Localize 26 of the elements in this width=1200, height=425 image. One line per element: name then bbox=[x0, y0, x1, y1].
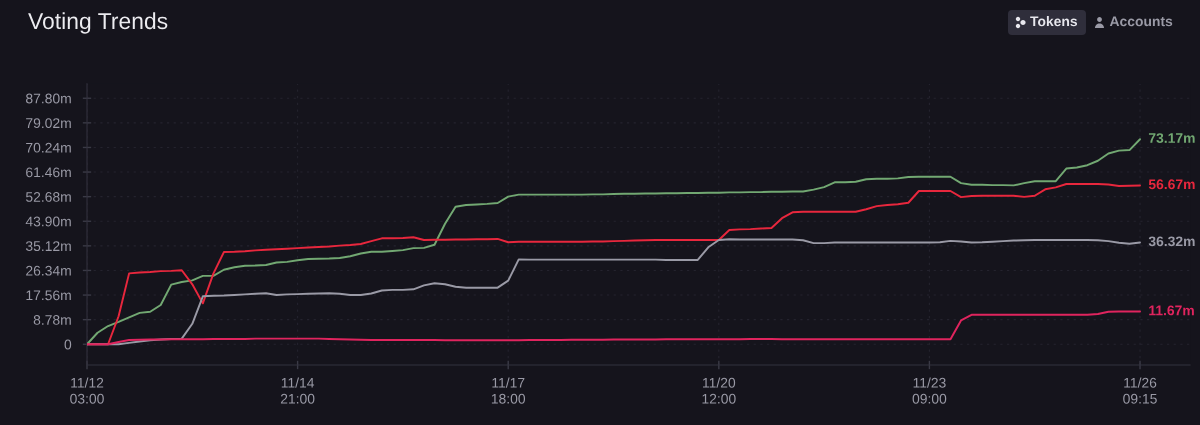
y-tick-label: 26.34m bbox=[26, 265, 71, 276]
x-tick-label: 11/26 09:15 bbox=[1123, 377, 1157, 404]
x-tick-label: 11/17 18:00 bbox=[491, 377, 526, 404]
data-label: 73.17m bbox=[1148, 133, 1195, 143]
y-tick-label: 79.02m bbox=[26, 118, 71, 129]
y-tick-label: 52.68m bbox=[25, 191, 71, 202]
y-tick-label: 8.78m bbox=[33, 314, 71, 325]
y-tick-label: 61.46m bbox=[26, 167, 71, 178]
line-series bbox=[87, 138, 1141, 346]
y-tick-label: 0 bbox=[64, 339, 72, 350]
text: Tokens bbox=[1030, 16, 1078, 27]
data-label: 11.67m bbox=[1149, 305, 1194, 316]
x-tick-label: 11/20 12:00 bbox=[702, 377, 736, 404]
x-tick-label: 11/12 03:00 bbox=[70, 377, 104, 404]
y-tick-label: 35.12m bbox=[25, 241, 71, 252]
y-tick-label: 87.80m bbox=[26, 93, 71, 104]
chart-title: Voting Trends bbox=[28, 12, 168, 34]
data-label: 36.32m bbox=[1148, 236, 1195, 247]
line-series bbox=[87, 310, 1141, 346]
x-tick-label: 11/14 21:00 bbox=[280, 377, 315, 404]
text: Accounts bbox=[1109, 16, 1173, 27]
y-tick-label: 70.24m bbox=[26, 142, 71, 153]
data-label: 56.67m bbox=[1148, 179, 1195, 190]
y-tick-label: 43.90m bbox=[25, 216, 71, 227]
y-tick-label: 17.56m bbox=[26, 290, 71, 301]
x-tick-label: 11/23 09:00 bbox=[912, 377, 947, 404]
